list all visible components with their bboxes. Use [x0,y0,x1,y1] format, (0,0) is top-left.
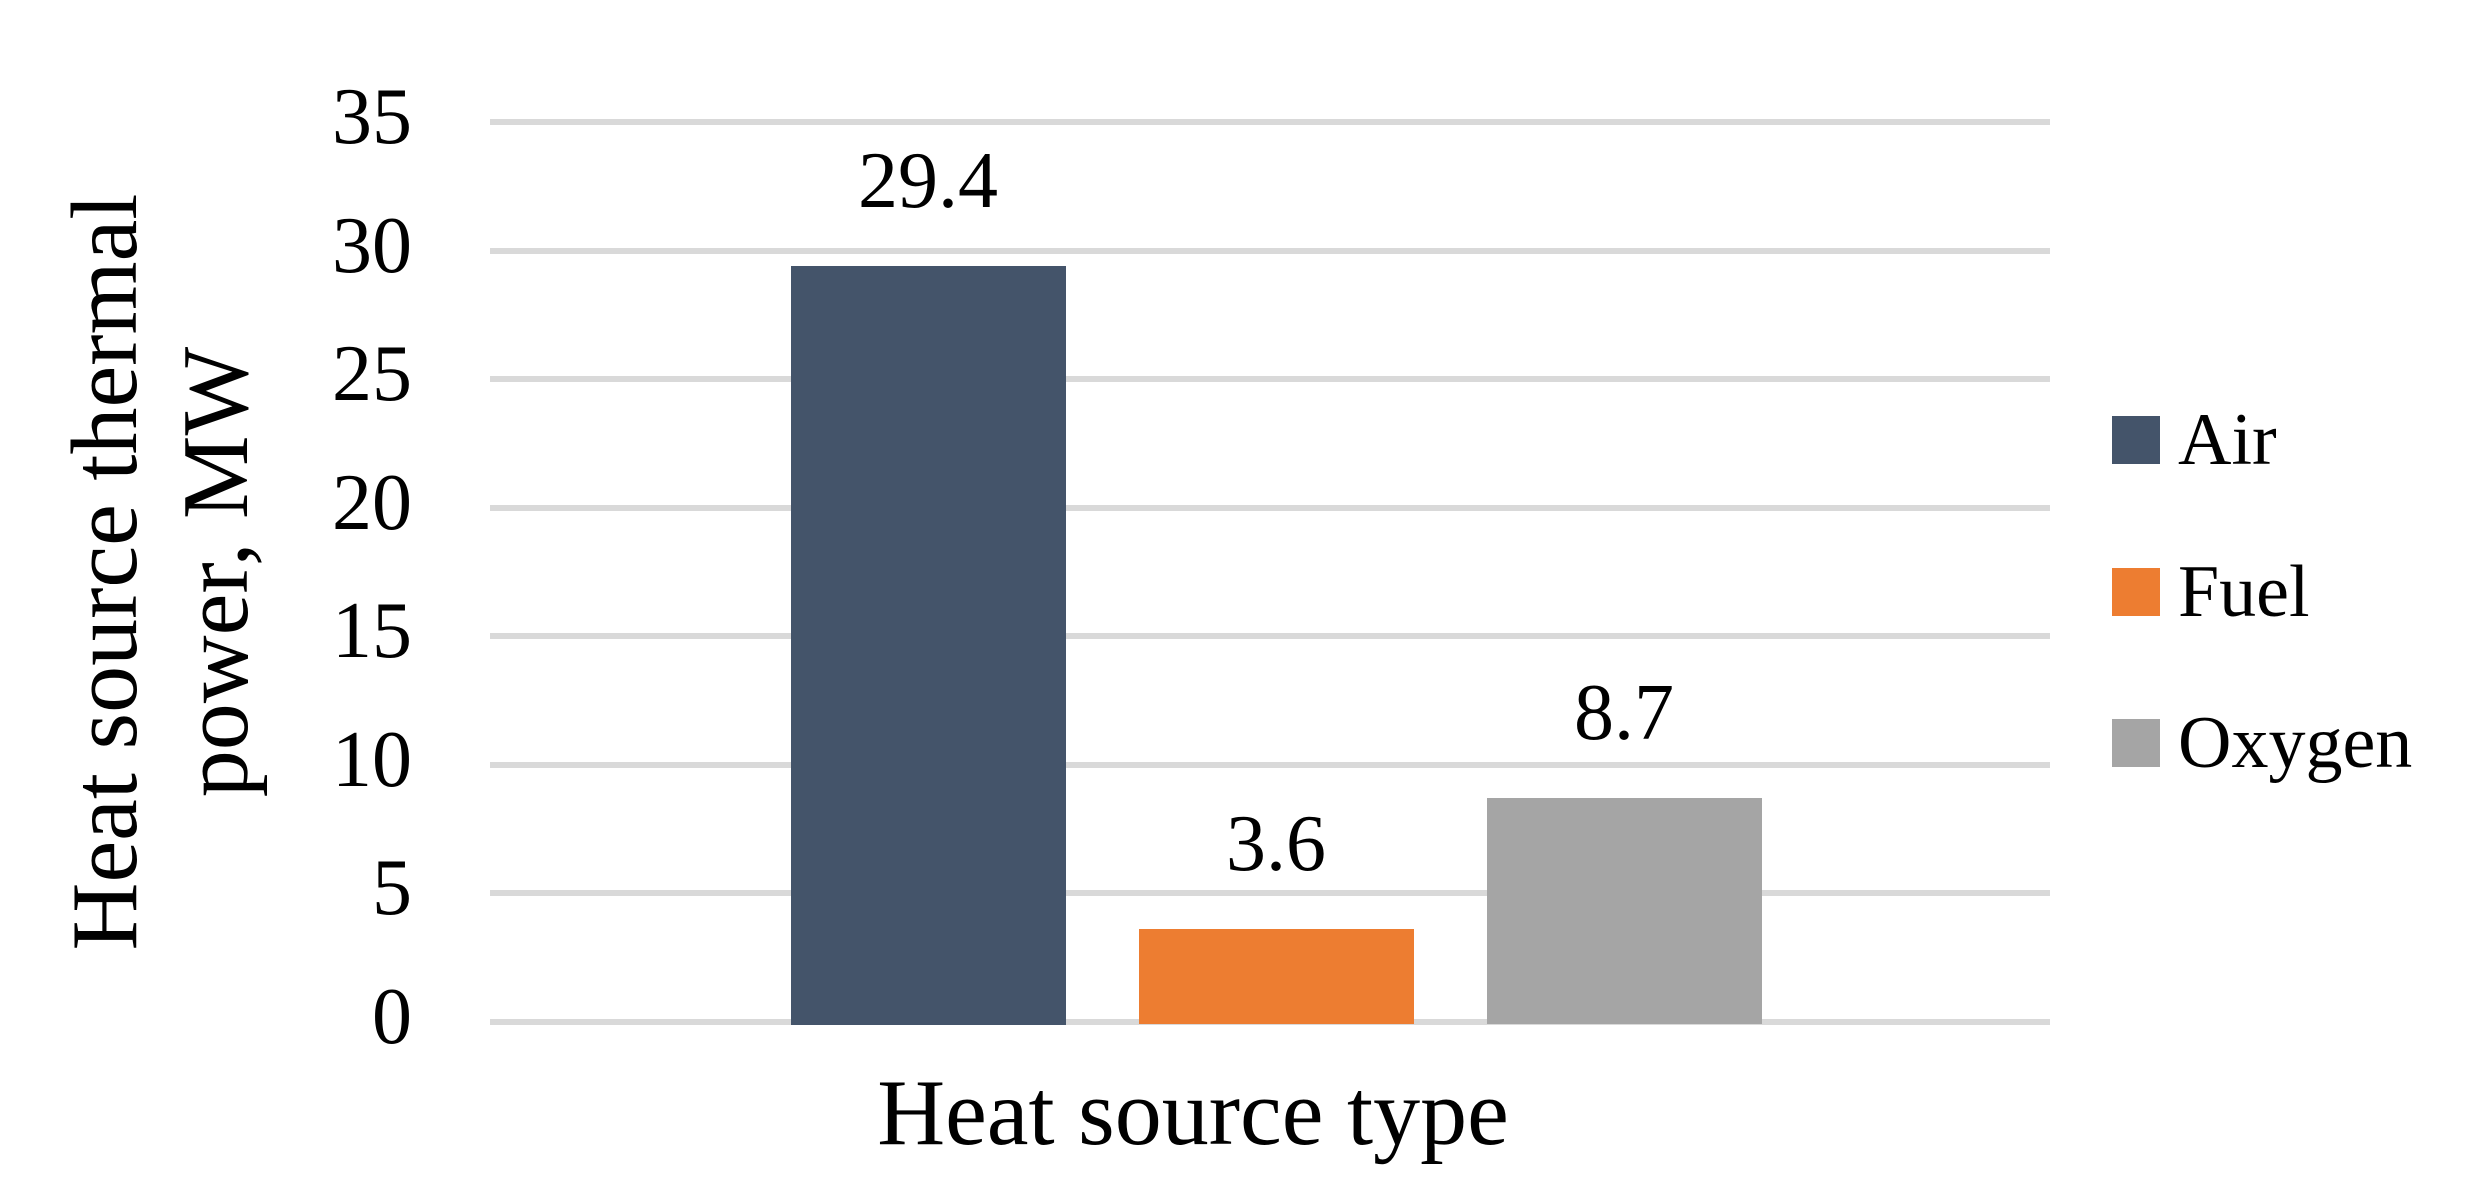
data-label-air: 29.4 [858,137,998,225]
bar-fuel [1138,929,1414,1025]
x-axis-title: Heat source type [877,1061,1509,1165]
y-tick-label-35: 35 [332,73,412,161]
gridline-5 [490,890,2050,897]
gridline-20 [490,504,2050,511]
legend-item-fuel: Fuel [2112,552,2310,632]
gridline-30 [490,247,2050,254]
bar-air [790,266,1066,1025]
legend-swatch-oxygen [2112,719,2160,767]
gridline-10 [490,761,2050,768]
y-tick-label-5: 5 [372,844,412,933]
legend-item-oxygen: Oxygen [2112,703,2412,783]
bar-oxygen [1486,798,1762,1025]
gridline-35 [490,119,2050,125]
legend-label-fuel: Fuel [2178,550,2310,633]
data-label-oxygen: 8.7 [1574,669,1674,758]
legend-swatch-fuel [2112,567,2160,616]
legend-swatch-air [2112,416,2160,464]
gridline-25 [490,376,2050,383]
gridline-15 [490,633,2050,640]
legend-item-air: Air [2112,400,2277,480]
y-tick-label-0: 0 [372,973,412,1061]
y-tick-label-20: 20 [332,458,412,547]
y-tick-label-15: 15 [332,587,412,676]
y-tick-label-10: 10 [332,715,412,804]
y-tick-label-25: 25 [332,330,412,419]
y-tick-label-30: 30 [332,201,412,290]
legend-label-air: Air [2178,399,2277,481]
data-label-fuel: 3.6 [1226,800,1326,889]
legend-label-oxygen: Oxygen [2178,702,2413,784]
